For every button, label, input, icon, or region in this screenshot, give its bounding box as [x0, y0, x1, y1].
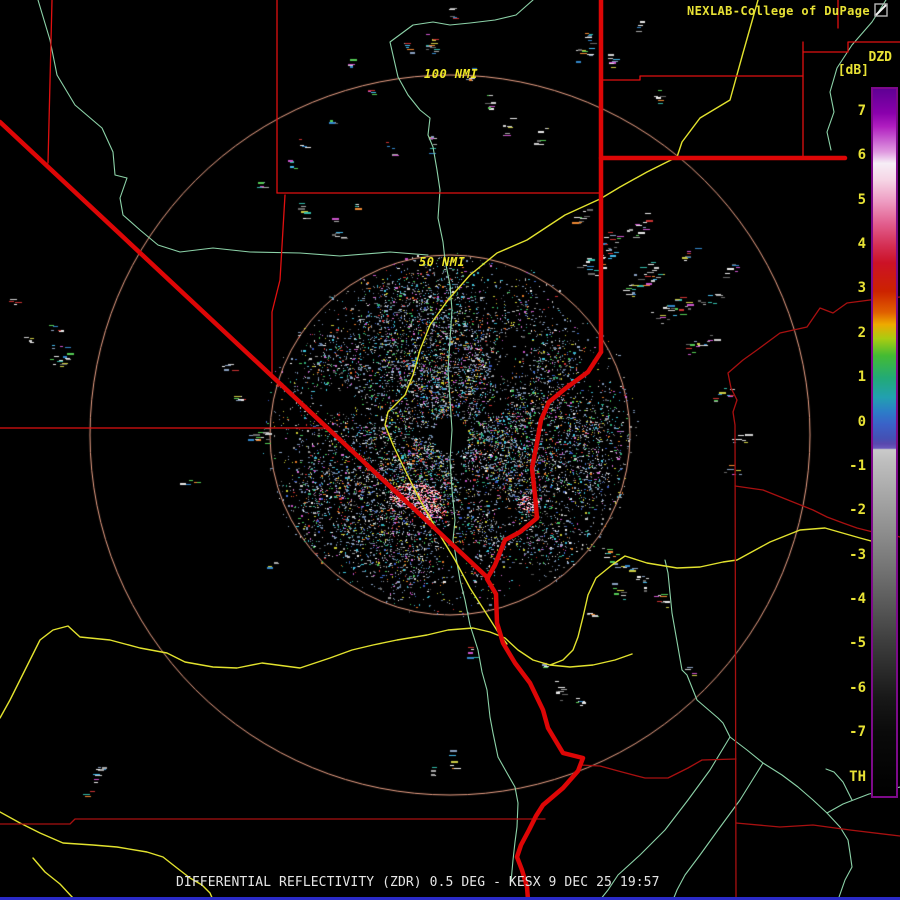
colorbar-product-label: DZD — [868, 50, 892, 65]
scale-tick-label: 0 — [857, 414, 866, 430]
county-borders-dark — [727, 296, 900, 899]
roads — [0, 811, 214, 900]
bottom-border-line — [0, 897, 900, 900]
scale-tick-label: 2 — [857, 325, 866, 341]
scale-tick-label: -7 — [849, 724, 866, 740]
roads — [549, 527, 898, 666]
scale-tick-label: 1 — [857, 369, 866, 385]
roads — [32, 857, 74, 899]
county-borders-dark — [735, 822, 900, 837]
state-borders — [484, 349, 604, 900]
county-borders — [271, 194, 286, 375]
cod-logo-icon — [874, 3, 888, 17]
product-status-text: DIFFERENTIAL REFLECTIVITY (ZDR) 0.5 DEG … — [176, 875, 660, 890]
scale-tick-label: TH — [849, 769, 866, 785]
county-borders-dark — [579, 758, 737, 779]
scale-tick-label: 5 — [857, 192, 866, 208]
scale-tick-label: 4 — [857, 236, 866, 252]
page-title: NEXLAB-College of DuPage — [687, 4, 870, 18]
scale-tick-label: -4 — [849, 591, 866, 607]
scale-tick-label: 3 — [857, 280, 866, 296]
county-borders — [599, 75, 804, 81]
county-borders-dark — [0, 818, 546, 825]
scale-tick-label: -2 — [849, 502, 866, 518]
scale-tick-label: -5 — [849, 635, 866, 651]
range-ring-label-50nmi: 50 NMI — [419, 255, 466, 269]
scale-tick-label: -3 — [849, 547, 866, 563]
rivers — [825, 768, 853, 801]
rivers — [826, 0, 887, 151]
roads — [0, 625, 633, 719]
rivers — [672, 762, 764, 900]
zdr-color-scale — [871, 87, 898, 798]
range-ring-label-100nmi: 100 NMI — [424, 67, 479, 81]
scale-tick-label: 7 — [857, 103, 866, 119]
roads — [384, 0, 759, 645]
county-borders — [802, 41, 900, 53]
rivers — [389, 0, 534, 883]
rivers — [664, 559, 853, 900]
colorbar-units-label: [dB] — [837, 63, 869, 78]
scale-tick-label: -1 — [849, 458, 866, 474]
rivers — [599, 736, 731, 900]
state-borders — [0, 119, 491, 581]
rivers — [37, 0, 429, 257]
scale-tick-label: -6 — [849, 680, 866, 696]
county-borders — [47, 0, 53, 164]
scale-tick-label: 6 — [857, 147, 866, 163]
